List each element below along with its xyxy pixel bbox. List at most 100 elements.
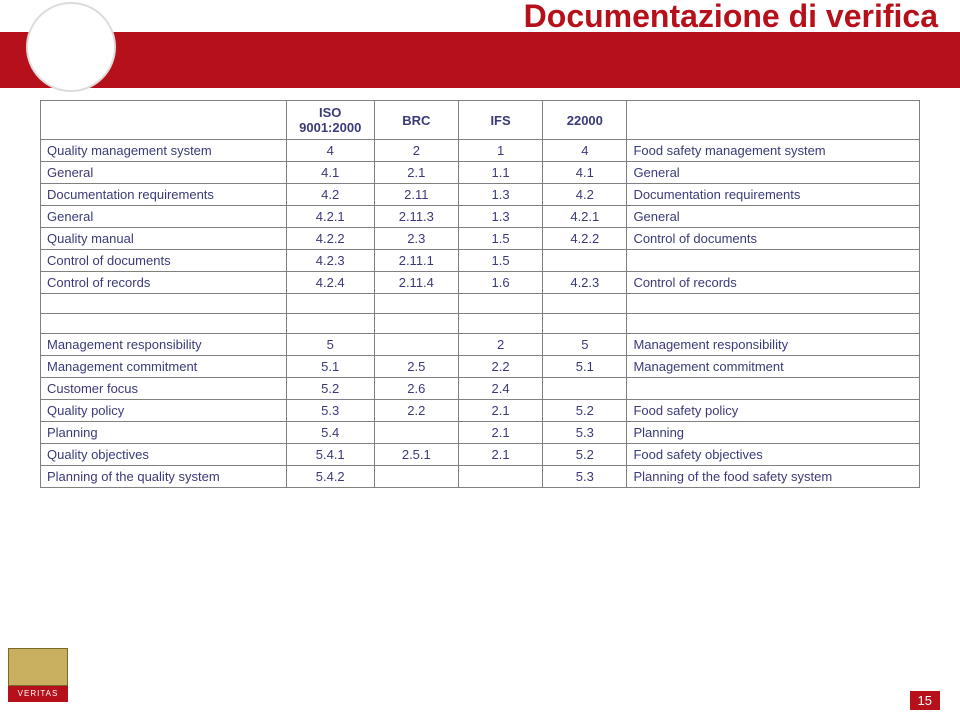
cell-brc: 2.11 xyxy=(374,184,458,206)
row-label: Quality manual xyxy=(41,228,287,250)
cell-brc: 2.3 xyxy=(374,228,458,250)
cell-brc: 2.11.1 xyxy=(374,250,458,272)
cell-22000: 5 xyxy=(543,334,627,356)
table-row: Customer focus5.22.62.4 xyxy=(41,378,920,400)
cell-ifs xyxy=(458,466,542,488)
cell-brc: 2.5 xyxy=(374,356,458,378)
cell-brc: 2.11.3 xyxy=(374,206,458,228)
cell-iso: 5.4 xyxy=(286,422,374,444)
row-label: General xyxy=(41,206,287,228)
cell-brc xyxy=(374,466,458,488)
cell-ifs: 1.5 xyxy=(458,228,542,250)
row-desc: General xyxy=(627,162,920,184)
col-header-iso: ISO 9001:2000 xyxy=(286,101,374,140)
cell-22000: 4 xyxy=(543,140,627,162)
cell-ifs: 2.2 xyxy=(458,356,542,378)
cell-iso: 4.2.4 xyxy=(286,272,374,294)
table-row: Control of records4.2.42.11.41.64.2.3Con… xyxy=(41,272,920,294)
cell-ifs: 2.1 xyxy=(458,400,542,422)
row-label: General xyxy=(41,162,287,184)
cell-brc xyxy=(374,334,458,356)
cell-iso: 4.2 xyxy=(286,184,374,206)
title-line-1: Documentazione di verifica xyxy=(524,0,938,34)
cell-brc: 2.11.4 xyxy=(374,272,458,294)
cell-iso: 4.1 xyxy=(286,162,374,184)
cell-brc: 2 xyxy=(374,140,458,162)
row-label: Planning of the quality system xyxy=(41,466,287,488)
cell-22000: 5.2 xyxy=(543,400,627,422)
row-label: Documentation requirements xyxy=(41,184,287,206)
row-desc xyxy=(627,378,920,400)
table-row: Planning of the quality system5.4.2 5.3Pl… xyxy=(41,466,920,488)
cell-ifs: 1.1 xyxy=(458,162,542,184)
row-label: Quality policy xyxy=(41,400,287,422)
cell-brc: 2.1 xyxy=(374,162,458,184)
table-row: Quality objectives5.4.12.5.12.15.2Food s… xyxy=(41,444,920,466)
cell-iso: 4.2.2 xyxy=(286,228,374,250)
main-content: ISO 9001:2000 BRC IFS 22000 Quality mana… xyxy=(40,100,920,488)
cell-22000: 5.3 xyxy=(543,422,627,444)
row-desc: Documentation requirements xyxy=(627,184,920,206)
cell-ifs: 2 xyxy=(458,334,542,356)
cell-ifs: 1 xyxy=(458,140,542,162)
cell-22000 xyxy=(543,378,627,400)
row-desc: Control of records xyxy=(627,272,920,294)
cell-iso: 4.2.1 xyxy=(286,206,374,228)
row-desc: Control of documents xyxy=(627,228,920,250)
logo-text: VERITAS xyxy=(8,686,68,702)
veritas-logo: VERITAS xyxy=(8,648,68,708)
page-number: 15 xyxy=(910,691,940,710)
cell-22000: 4.2 xyxy=(543,184,627,206)
cell-22000: 5.3 xyxy=(543,466,627,488)
cell-ifs: 1.3 xyxy=(458,184,542,206)
table-row: Quality manual4.2.22.31.54.2.2Control of… xyxy=(41,228,920,250)
row-desc: Food safety objectives xyxy=(627,444,920,466)
cell-ifs: 1.5 xyxy=(458,250,542,272)
cell-22000: 5.2 xyxy=(543,444,627,466)
header-circle xyxy=(26,2,116,92)
table-row: Quality management system4214Food safety… xyxy=(41,140,920,162)
table-row: Management commitment5.12.52.25.1Managem… xyxy=(41,356,920,378)
table-row: Documentation requirements4.22.111.34.2D… xyxy=(41,184,920,206)
row-desc: General xyxy=(627,206,920,228)
cell-iso: 5.3 xyxy=(286,400,374,422)
row-label: Customer focus xyxy=(41,378,287,400)
row-label: Management commitment xyxy=(41,356,287,378)
verification-table: ISO 9001:2000 BRC IFS 22000 Quality mana… xyxy=(40,100,920,488)
cell-iso: 5.4.1 xyxy=(286,444,374,466)
table-row: Planning5.42.15.3Planning xyxy=(41,422,920,444)
row-desc xyxy=(627,250,920,272)
row-label: Planning xyxy=(41,422,287,444)
row-desc: Management commitment xyxy=(627,356,920,378)
table-row: Quality policy5.32.22.15.2Food safety po… xyxy=(41,400,920,422)
cell-22000: 4.2.3 xyxy=(543,272,627,294)
col-header-22000: 22000 xyxy=(543,101,627,140)
iso-label-1: ISO xyxy=(319,105,341,120)
cell-brc xyxy=(374,422,458,444)
header-row: ISO 9001:2000 BRC IFS 22000 xyxy=(41,101,920,140)
table-row: General4.12.11.14.1General xyxy=(41,162,920,184)
cell-brc: 2.5.1 xyxy=(374,444,458,466)
spacer-row xyxy=(41,294,920,314)
cell-22000: 4.2.1 xyxy=(543,206,627,228)
row-desc: Planning of the food safety system xyxy=(627,466,920,488)
row-label: Quality objectives xyxy=(41,444,287,466)
table-row: Control of documents4.2.32.11.11.5 xyxy=(41,250,920,272)
cell-ifs: 1.3 xyxy=(458,206,542,228)
cell-ifs: 2.4 xyxy=(458,378,542,400)
row-label: Quality management system xyxy=(41,140,287,162)
row-desc: Planning xyxy=(627,422,920,444)
cell-22000: 5.1 xyxy=(543,356,627,378)
cell-22000: 4.1 xyxy=(543,162,627,184)
cell-ifs: 1.6 xyxy=(458,272,542,294)
col-header-ifs: IFS xyxy=(458,101,542,140)
cell-iso: 5.4.2 xyxy=(286,466,374,488)
cell-ifs: 2.1 xyxy=(458,422,542,444)
cell-22000: 4.2.2 xyxy=(543,228,627,250)
cell-iso: 4.2.3 xyxy=(286,250,374,272)
cell-22000 xyxy=(543,250,627,272)
cell-iso: 5 xyxy=(286,334,374,356)
cell-iso: 4 xyxy=(286,140,374,162)
cell-brc: 2.2 xyxy=(374,400,458,422)
table-row: Management responsibility525Management r… xyxy=(41,334,920,356)
